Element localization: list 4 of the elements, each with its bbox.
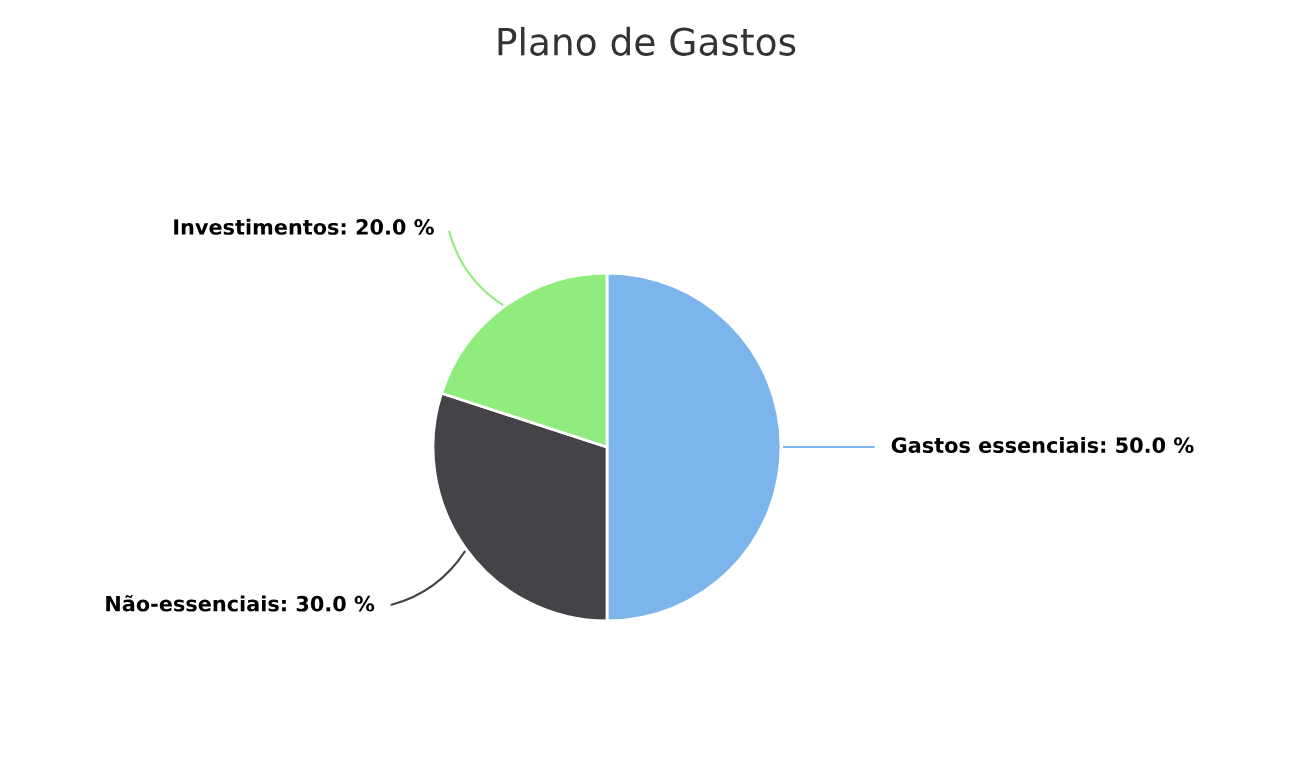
slice-label: Não-essenciais: 30.0 % [106, 595, 375, 612]
slice-label: Investimentos: 20.0 % [174, 218, 434, 235]
chart-title: Plano de Gastos [498, 26, 796, 56]
slice-label: Gastos essenciais: 50.0 % [891, 436, 1194, 454]
